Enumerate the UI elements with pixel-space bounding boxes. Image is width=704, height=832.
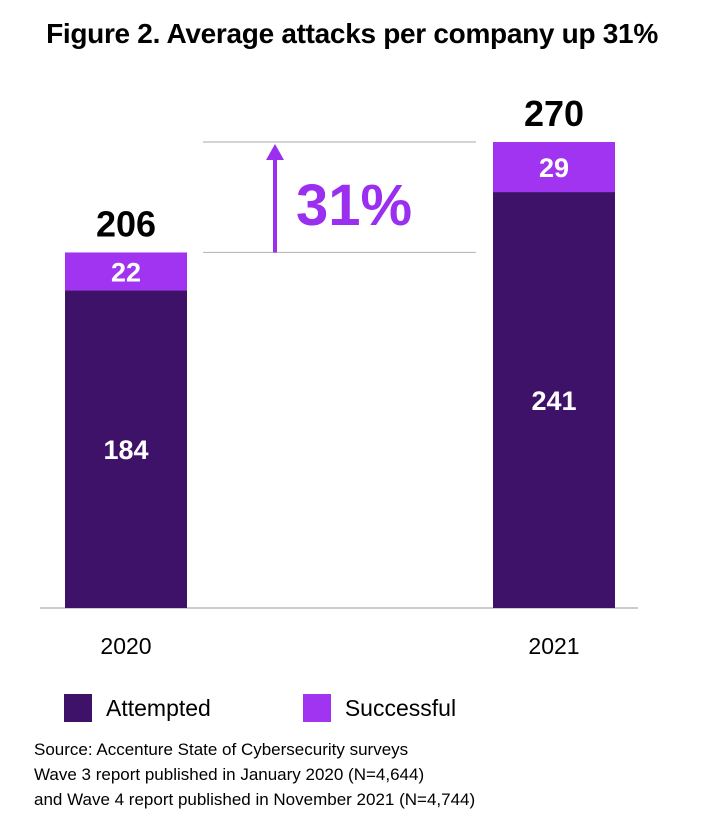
data-label-attempted: 184 (103, 435, 148, 465)
data-label-attempted: 241 (531, 386, 576, 416)
legend-swatch-successful (302, 694, 331, 722)
legend: Attempted Successful (64, 694, 548, 722)
data-label-successful: 29 (539, 153, 569, 183)
source-line: Source: Accenture State of Cybersecurity… (34, 740, 409, 759)
legend-item-attempted: Attempted (64, 694, 211, 722)
bar-attempted-2021 (493, 192, 615, 608)
growth-arrow-icon (266, 144, 284, 160)
legend-label-attempted: Attempted (106, 694, 211, 721)
x-tick-label: 2021 (528, 633, 579, 659)
legend-swatch-attempted (64, 694, 92, 722)
bar-successful-2020 (65, 252, 187, 291)
x-tick-label: 2020 (100, 633, 151, 659)
data-label-successful: 22 (111, 257, 141, 287)
bar-successful-2021 (493, 142, 615, 193)
source-line: Wave 3 report published in January 2020 … (34, 765, 425, 784)
stacked-bar-chart: 184 22 206 2020 241 29 270 2021 31% (40, 93, 638, 659)
legend-label-successful: Successful (344, 694, 457, 721)
legend-item-successful: Successful (302, 694, 457, 722)
source-line: and Wave 4 report published in November … (34, 790, 476, 809)
total-label: 206 (96, 203, 156, 244)
growth-annotation: 31% (296, 173, 412, 238)
bar-attempted-2020 (65, 290, 187, 608)
chart-title: Figure 2. Average attacks per company up… (46, 18, 658, 49)
total-label: 270 (524, 93, 584, 134)
source-note: Source: Accenture State of Cybersecurity… (34, 737, 475, 812)
